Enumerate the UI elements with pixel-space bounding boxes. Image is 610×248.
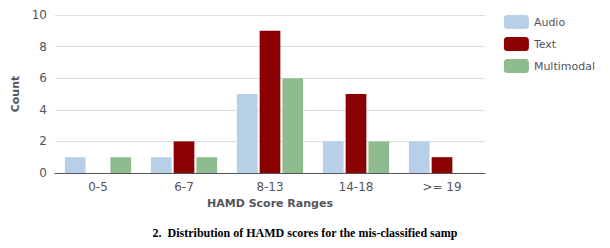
svg-text:0: 0 bbox=[39, 166, 47, 180]
svg-text:Audio: Audio bbox=[534, 16, 566, 29]
svg-text:0-5: 0-5 bbox=[88, 180, 108, 194]
svg-text:6: 6 bbox=[39, 71, 47, 85]
svg-text:10: 10 bbox=[32, 8, 47, 22]
svg-text:Count: Count bbox=[9, 76, 22, 113]
svg-text:Text: Text bbox=[533, 38, 557, 51]
svg-text:14-18: 14-18 bbox=[339, 180, 374, 194]
svg-text:HAMD Score Ranges: HAMD Score Ranges bbox=[207, 197, 333, 210]
svg-text:8: 8 bbox=[39, 40, 47, 54]
svg-text:4: 4 bbox=[39, 103, 47, 117]
svg-text:>= 19: >= 19 bbox=[422, 180, 461, 194]
svg-text:Multimodal: Multimodal bbox=[534, 60, 595, 73]
svg-text:8-13: 8-13 bbox=[256, 180, 283, 194]
svg-text:6-7: 6-7 bbox=[174, 180, 194, 194]
svg-text:2. Distribution of HAMD score: 2. Distribution of HAMD scores for the m… bbox=[153, 226, 458, 240]
svg-text:2: 2 bbox=[39, 134, 47, 148]
